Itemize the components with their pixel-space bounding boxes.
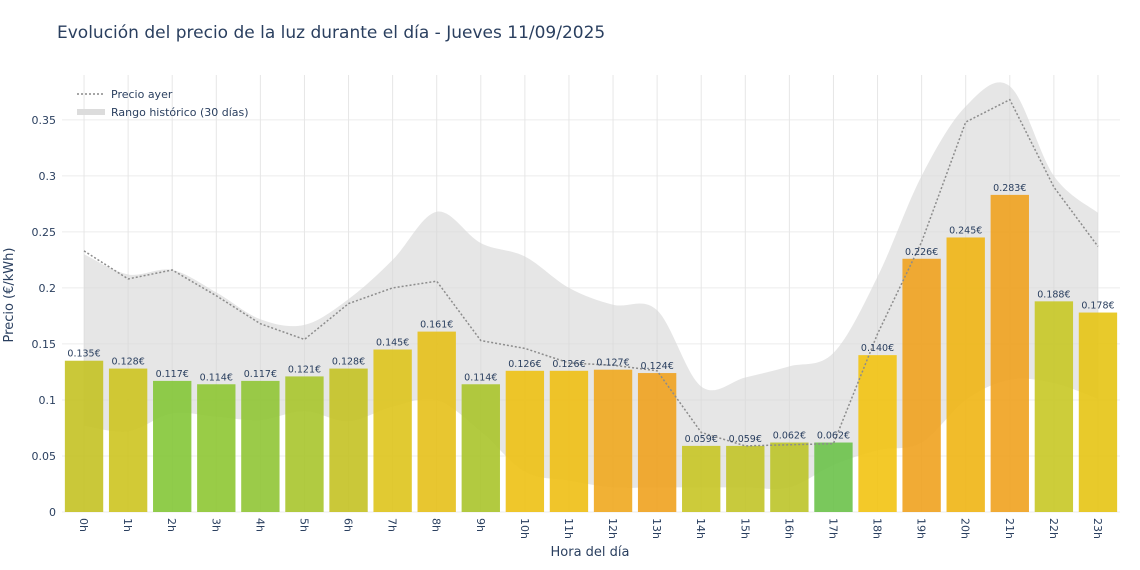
bar-value-label: 0.062€ [773,431,806,442]
bar-value-label: 0.226€ [905,247,938,258]
x-tick-label: 19h [915,518,928,539]
bar-22h[interactable] [1034,301,1074,512]
x-tick-label: 10h [518,518,531,539]
bar-16h[interactable] [770,442,809,512]
legend-item-historic-range[interactable]: Rango histórico (30 días) [111,106,249,119]
x-tick-label: 8h [430,518,443,532]
bar-8h[interactable] [417,331,456,512]
x-tick-label: 5h [297,518,310,532]
bar-value-label: 0.283€ [993,183,1026,194]
bar-value-label: 0.059€ [729,434,762,445]
x-tick-label: 13h [650,518,663,539]
bar-value-label: 0.127€ [596,358,629,369]
x-tick-label: 11h [562,518,575,539]
x-tick-label: 15h [738,518,751,539]
bar-7h[interactable] [373,349,412,512]
bar-value-label: 0.062€ [817,431,850,442]
y-tick-label: 0.3 [39,170,57,183]
x-axis: 0h 1h 2h 3h 4h 5h 6h 7h 8h 9h 10h 11h 12h 13h 14h 15h 16… [77,518,1104,539]
bar-6h[interactable] [329,368,368,512]
bar-23h[interactable] [1078,312,1118,512]
bars-layer [64,194,1118,512]
y-tick-label: 0.35 [32,114,57,127]
legend-band-swatch [77,109,105,115]
x-tick-label: 22h [1047,518,1060,539]
bar-value-label: 0.114€ [464,372,497,383]
bar-value-label: 0.117€ [244,369,277,380]
x-tick-label: 16h [782,518,795,539]
y-axis: 0 0.05 0.1 0.15 0.2 0.25 0.3 0.35 [32,114,57,519]
bar-labels-layer: 0.135€ 0.128€ 0.117€ 0.114€ 0.117€ 0.121€ 0.12… [67,183,1114,445]
x-axis-title: Hora del día [551,545,630,560]
x-tick-label: 18h [871,518,884,539]
historic-range-band [84,82,1098,490]
y-tick-label: 0.05 [32,450,57,463]
bar-value-label: 0.135€ [67,349,100,360]
bar-value-label: 0.161€ [420,320,453,331]
bar-14h[interactable] [682,445,721,512]
bar-19h[interactable] [902,258,941,512]
bar-value-label: 0.128€ [112,357,145,368]
x-tick-label: 20h [959,518,972,539]
bar-18h[interactable] [858,355,897,512]
bar-5h[interactable] [285,376,324,512]
bar-9h[interactable] [461,384,500,512]
y-tick-label: 0.2 [39,282,57,295]
y-axis-title: Precio (€/kWh) [2,248,17,343]
y-tick-label: 0.15 [32,338,57,351]
bar-value-label: 0.145€ [376,338,409,349]
chart-title: Evolución del precio de la luz durante e… [57,23,605,43]
x-tick-label: 7h [386,518,399,532]
bar-1h[interactable] [108,368,148,512]
bar-4h[interactable] [241,380,280,512]
y-tick-label: 0.1 [39,394,57,407]
bar-13h[interactable] [637,373,677,512]
bar-15h[interactable] [726,445,765,512]
bar-2h[interactable] [153,380,192,512]
y-tick-label: 0.25 [32,226,57,239]
bar-17h[interactable] [814,442,853,512]
bar-value-label: 0.140€ [861,343,894,354]
x-tick-label: 9h [474,518,487,532]
yesterday-line-layer [83,98,1099,447]
bar-value-label: 0.128€ [332,357,365,368]
bar-value-label: 0.124€ [641,361,674,372]
bar-value-label: 0.188€ [1037,289,1070,300]
x-tick-label: 1h [121,518,134,532]
legend-item-yesterday[interactable]: Precio ayer [111,88,173,101]
bar-11h[interactable] [549,370,589,512]
legend[interactable]: Precio ayer Rango histórico (30 días) [77,88,249,119]
x-tick-label: 12h [606,518,619,539]
x-tick-label: 2h [165,518,178,532]
x-tick-label: 17h [826,518,839,539]
historic-range-layer [84,82,1098,490]
bar-value-label: 0.245€ [949,225,982,236]
y-tick-label: 0 [49,506,56,519]
x-tick-label: 3h [209,518,222,532]
x-tick-label: 23h [1091,518,1104,539]
bar-value-label: 0.121€ [288,364,321,375]
x-tick-label: 14h [694,518,707,539]
x-tick-label: 0h [77,518,90,532]
bar-10h[interactable] [505,370,545,512]
yesterday-price-line [83,98,1099,447]
x-tick-label: 6h [342,518,355,532]
bar-0h[interactable] [64,360,104,512]
x-tick-label: 4h [253,518,266,532]
bar-value-label: 0.178€ [1081,301,1114,312]
bar-value-label: 0.114€ [200,372,233,383]
bar-value-label: 0.059€ [685,434,718,445]
bar-value-label: 0.126€ [552,359,585,370]
bar-value-label: 0.117€ [156,369,189,380]
bar-20h[interactable] [946,237,985,512]
bar-12h[interactable] [593,369,633,512]
bar-3h[interactable] [197,384,236,512]
x-tick-label: 21h [1003,518,1016,539]
bar-21h[interactable] [990,194,1029,512]
bar-value-label: 0.126€ [508,359,541,370]
